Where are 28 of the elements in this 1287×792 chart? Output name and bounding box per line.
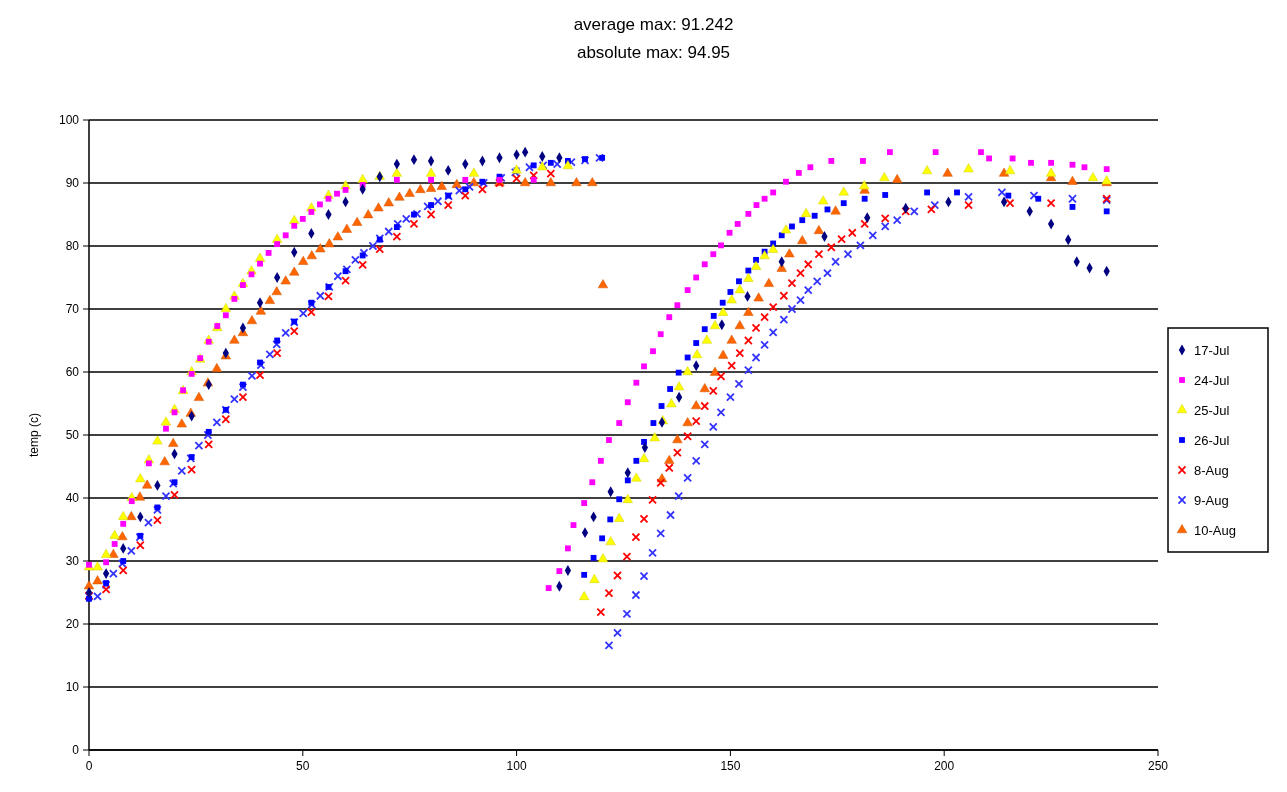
- x-tick-label: 150: [720, 759, 741, 773]
- legend-label: 26-Jul: [1194, 432, 1230, 448]
- y-tick-label: 10: [65, 680, 80, 695]
- y-tick-label: 70: [65, 302, 80, 317]
- y-tick-label: 20: [65, 617, 80, 632]
- chart-title: average max: 91.242: [573, 15, 734, 34]
- y-tick-label: 90: [65, 176, 80, 191]
- chart-subtitle: absolute max: 94.95: [576, 43, 731, 62]
- y-tick-label: 50: [65, 428, 80, 443]
- y-tick-label: 100: [58, 113, 80, 128]
- point: [564, 565, 572, 576]
- x-tick-label: 250: [1147, 759, 1169, 773]
- legend-label: 17-Jul: [1194, 342, 1230, 358]
- y-tick-label: 40: [65, 491, 80, 506]
- x-tick-label: 100: [506, 759, 527, 773]
- x-tick-label: 200: [934, 759, 955, 773]
- y-axis-title: temp (c): [27, 412, 41, 458]
- x-tick-label: 0: [85, 759, 93, 773]
- legend-label: 8-Aug: [1194, 462, 1229, 478]
- y-tick-label: 60: [65, 365, 80, 380]
- y-tick-label: 30: [65, 554, 80, 569]
- legend-label: 10-Aug: [1194, 522, 1236, 538]
- legend-label: 9-Aug: [1194, 492, 1229, 508]
- y-tick-label: 80: [65, 239, 80, 254]
- legend-label: 24-Jul: [1194, 372, 1230, 388]
- y-tick-label: 0: [72, 743, 80, 758]
- x-tick-label: 50: [296, 759, 310, 773]
- legend-label: 25-Jul: [1194, 402, 1230, 418]
